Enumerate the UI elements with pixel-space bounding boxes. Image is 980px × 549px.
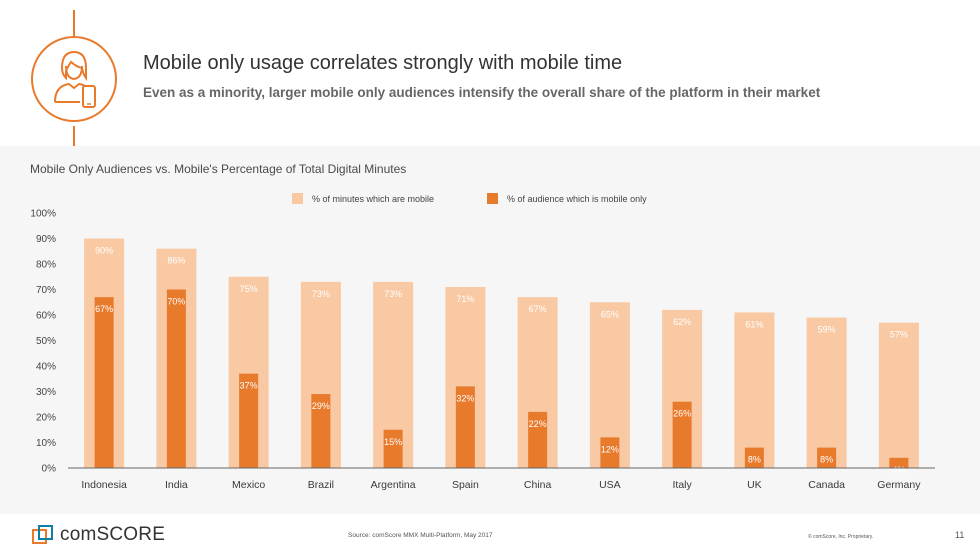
y-tick-label: 50%: [36, 336, 56, 347]
bar-audience-mobile-only: [528, 411, 548, 468]
bar-audience-mobile-only: [311, 394, 331, 468]
copyright-note: © comScore, Inc. Proprietary.: [808, 534, 874, 540]
x-tick-label: Indonesia: [81, 479, 127, 491]
y-tick-label: 0%: [42, 464, 57, 475]
y-tick-label: 70%: [36, 285, 56, 296]
bar-audience-mobile-only: [672, 401, 692, 468]
data-label-audience: 29%: [312, 401, 330, 411]
x-tick-label: Germany: [877, 479, 921, 491]
y-tick-label: 40%: [36, 362, 56, 373]
page-number: 11: [955, 530, 965, 540]
legend-swatch-dark: [487, 193, 498, 204]
x-tick-label: Spain: [452, 479, 479, 491]
comscore-logo-icon: [32, 525, 53, 544]
bar-audience-mobile-only: [383, 429, 403, 468]
data-label-minutes: 73%: [384, 289, 402, 299]
source-note: Source: comScore MMX Multi-Platform, May…: [348, 532, 493, 539]
bar-audience-mobile-only: [817, 447, 837, 468]
legend-label: % of audience which is mobile only: [507, 193, 647, 204]
x-tick-label: China: [524, 479, 552, 491]
data-label-audience: 22%: [529, 419, 547, 429]
data-label-minutes: 71%: [456, 294, 474, 304]
slide-footer: comSCORE Source: comScore MMX Multi-Plat…: [0, 514, 980, 549]
bar-audience-mobile-only: [455, 386, 475, 468]
x-tick-label: Mexico: [232, 479, 265, 491]
data-label-audience: 12%: [601, 444, 619, 454]
data-label-audience: 8%: [820, 455, 833, 465]
bar-audience-mobile-only: [600, 437, 620, 468]
legend-swatch-light: [292, 193, 303, 204]
slide-header: Mobile only usage correlates strongly wi…: [0, 0, 980, 146]
data-label-audience: 37%: [240, 381, 258, 391]
data-label-audience: 26%: [673, 409, 691, 419]
data-label-minutes: 73%: [312, 289, 330, 299]
data-label-audience: 67%: [95, 304, 113, 314]
x-tick-label: India: [165, 479, 188, 491]
legend-item-minutes: % of minutes which are mobile: [292, 193, 434, 204]
mobile-user-icon: [31, 36, 117, 122]
bar-minutes-mobile: [806, 317, 847, 468]
chart-title: Mobile Only Audiences vs. Mobile's Perce…: [30, 162, 407, 176]
data-label-minutes: 61%: [745, 319, 763, 329]
data-label-minutes: 67%: [529, 304, 547, 314]
page-title: Mobile only usage correlates strongly wi…: [143, 52, 623, 74]
data-label-minutes: 75%: [240, 284, 258, 294]
x-tick-label: Italy: [672, 479, 692, 491]
y-tick-label: 90%: [36, 234, 56, 245]
bar-audience-mobile-only: [166, 289, 186, 468]
data-label-audience: 8%: [748, 455, 761, 465]
y-tick-label: 30%: [36, 387, 56, 398]
page-subtitle: Even as a minority, larger mobile only a…: [143, 85, 821, 100]
data-label-minutes: 62%: [673, 317, 691, 327]
chart-panel: Mobile Only Audiences vs. Mobile's Perce…: [0, 146, 980, 514]
bar-audience-mobile-only: [94, 297, 114, 468]
y-tick-label: 80%: [36, 260, 56, 271]
data-label-audience: 15%: [384, 437, 402, 447]
data-label-audience: 4%: [892, 465, 905, 475]
y-tick-label: 60%: [36, 311, 56, 322]
header-divider-line: [73, 10, 75, 36]
brand-logo: comSCORE: [32, 524, 165, 546]
legend-label: % of minutes which are mobile: [312, 193, 435, 204]
bar-minutes-mobile: [734, 312, 775, 468]
bar-chart: 0% 10% 20% 30% 40% 50% 60% 70% 80% 90% 100% 90% 67% I…: [30, 209, 935, 491]
x-tick-label: USA: [599, 479, 621, 491]
legend-item-audience: % of audience which is mobile only: [487, 193, 647, 204]
data-label-minutes: 65%: [601, 309, 619, 319]
bar-audience-mobile-only: [239, 373, 259, 468]
data-label-minutes: 57%: [890, 330, 908, 340]
bar-audience-mobile-only: [744, 447, 764, 468]
brand-name: comSCORE: [60, 524, 166, 545]
data-label-audience: 70%: [167, 297, 185, 307]
data-label-minutes: 59%: [818, 325, 836, 335]
x-tick-label: Canada: [808, 479, 845, 491]
y-tick-label: 100%: [30, 209, 56, 220]
x-tick-label: UK: [747, 479, 762, 491]
data-label-audience: 32%: [456, 393, 474, 403]
data-label-minutes: 86%: [167, 256, 185, 266]
data-label-minutes: 90%: [95, 246, 113, 256]
x-tick-label: Brazil: [308, 479, 334, 491]
bar-minutes-mobile: [878, 322, 919, 468]
bar-audience-mobile-only: [889, 457, 909, 468]
y-tick-label: 20%: [36, 413, 56, 424]
header-divider-line: [73, 126, 75, 146]
y-tick-label: 10%: [36, 438, 56, 449]
x-tick-label: Argentina: [371, 479, 416, 491]
